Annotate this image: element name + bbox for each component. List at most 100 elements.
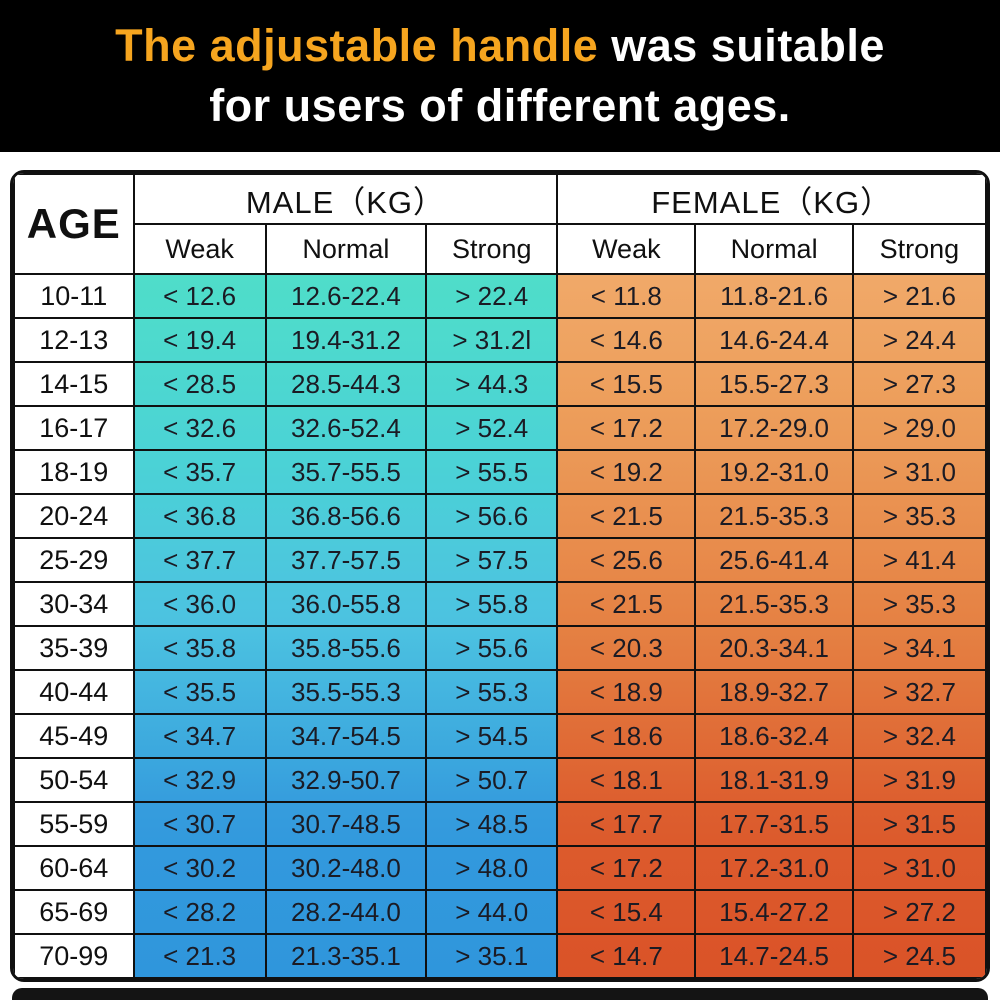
table-row: 50-54 < 32.9 32.9-50.7 > 50.7 < 18.1 18.1-31.… — [13, 757, 987, 803]
female-value-cell: < 18.1 — [556, 757, 697, 803]
male-value-cell: < 34.7 — [132, 713, 267, 759]
male-value-cell: < 32.9 — [132, 757, 267, 803]
female-value-cell: < 14.7 — [556, 933, 697, 979]
table-row: 60-64 < 30.2 30.2-48.0 > 48.0 < 17.2 17.2-31.… — [13, 845, 987, 891]
table-row: 20-24 < 36.8 36.8-56.6 > 56.6 < 21.5 21.5-35.… — [13, 493, 987, 539]
title-banner: The adjustable handle was suitable for u… — [0, 0, 1000, 152]
female-value-cell: > 31.9 — [851, 757, 987, 803]
male-value-cell: < 30.7 — [132, 801, 267, 847]
table-row: 10-11 < 12.6 12.6-22.4 > 22.4 < 11.8 11.8-21.… — [13, 273, 987, 319]
male-value-cell: 35.8-55.6 — [264, 625, 428, 671]
male-value-cell: 28.5-44.3 — [264, 361, 428, 407]
female-value-cell: 18.6-32.4 — [694, 713, 854, 759]
male-value-cell: < 19.4 — [132, 317, 267, 363]
female-value-cell: 17.7-31.5 — [694, 801, 854, 847]
male-value-cell: > 48.5 — [425, 801, 559, 847]
female-value-cell: > 21.6 — [851, 273, 987, 319]
age-cell: 50-54 — [13, 757, 135, 803]
male-value-cell: < 28.2 — [132, 889, 267, 935]
female-normal-header: Normal — [694, 223, 854, 275]
female-value-cell: < 17.7 — [556, 801, 697, 847]
female-value-cell: 21.5-35.3 — [694, 493, 854, 539]
next-section-edge — [12, 988, 988, 1000]
table-row: 45-49 < 34.7 34.7-54.5 > 54.5 < 18.6 18.6-32.… — [13, 713, 987, 759]
table-row: 14-15 < 28.5 28.5-44.3 > 44.3 < 15.5 15.5-27.… — [13, 361, 987, 407]
age-cell: 55-59 — [13, 801, 135, 847]
female-group-header: FEMALE（KG） — [556, 173, 987, 225]
male-value-cell: 12.6-22.4 — [264, 273, 428, 319]
male-value-cell: > 22.4 — [425, 273, 559, 319]
female-value-cell: < 15.4 — [556, 889, 697, 935]
female-value-cell: > 31.5 — [851, 801, 987, 847]
age-cell: 16-17 — [13, 405, 135, 451]
male-value-cell: > 35.1 — [425, 933, 559, 979]
male-value-cell: 30.2-48.0 — [264, 845, 428, 891]
title-rest: was suitable — [598, 19, 885, 71]
male-value-cell: > 55.5 — [425, 449, 559, 495]
female-value-cell: < 15.5 — [556, 361, 697, 407]
female-value-cell: 18.1-31.9 — [694, 757, 854, 803]
male-value-cell: 37.7-57.5 — [264, 537, 428, 583]
male-value-cell: 35.7-55.5 — [264, 449, 428, 495]
male-value-cell: > 54.5 — [425, 713, 559, 759]
male-value-cell: > 44.3 — [425, 361, 559, 407]
female-value-cell: 11.8-21.6 — [694, 273, 854, 319]
table-row: 35-39 < 35.8 35.8-55.6 > 55.6 < 20.3 20.3-34.… — [13, 625, 987, 671]
title-line-2: for users of different ages. — [209, 80, 791, 131]
male-weak-header: Weak — [132, 223, 267, 275]
female-value-cell: > 32.4 — [851, 713, 987, 759]
age-cell: 65-69 — [13, 889, 135, 935]
female-value-cell: 15.5-27.3 — [694, 361, 854, 407]
male-value-cell: 28.2-44.0 — [264, 889, 428, 935]
table-row: 25-29 < 37.7 37.7-57.5 > 57.5 < 25.6 25.6-41.… — [13, 537, 987, 583]
male-value-cell: > 55.3 — [425, 669, 559, 715]
male-value-cell: > 31.2l — [425, 317, 559, 363]
male-value-cell: 21.3-35.1 — [264, 933, 428, 979]
male-value-cell: < 32.6 — [132, 405, 267, 451]
age-cell: 45-49 — [13, 713, 135, 759]
male-value-cell: > 57.5 — [425, 537, 559, 583]
female-weak-header: Weak — [556, 223, 697, 275]
female-value-cell: 15.4-27.2 — [694, 889, 854, 935]
male-group-header: MALE（KG） — [132, 173, 559, 225]
female-value-cell: > 34.1 — [851, 625, 987, 671]
female-value-cell: 19.2-31.0 — [694, 449, 854, 495]
male-value-cell: < 12.6 — [132, 273, 267, 319]
male-value-cell: 36.8-56.6 — [264, 493, 428, 539]
female-value-cell: 14.7-24.5 — [694, 933, 854, 979]
age-cell: 30-34 — [13, 581, 135, 627]
female-value-cell: > 35.3 — [851, 581, 987, 627]
male-value-cell: < 35.7 — [132, 449, 267, 495]
age-cell: 35-39 — [13, 625, 135, 671]
male-value-cell: < 30.2 — [132, 845, 267, 891]
female-value-cell: < 21.5 — [556, 581, 697, 627]
table-row: 65-69 < 28.2 28.2-44.0 > 44.0 < 15.4 15.4-27.… — [13, 889, 987, 935]
strength-table-wrapper: AGE MALE（KG） FEMALE（KG） Weak Normal Stro… — [10, 170, 990, 982]
male-value-cell: > 44.0 — [425, 889, 559, 935]
table-body: 10-11 < 12.6 12.6-22.4 > 22.4 < 11.8 11.8-21.… — [13, 273, 987, 979]
female-value-cell: > 32.7 — [851, 669, 987, 715]
male-value-cell: 36.0-55.8 — [264, 581, 428, 627]
male-value-cell: < 35.8 — [132, 625, 267, 671]
male-value-cell: 30.7-48.5 — [264, 801, 428, 847]
male-value-cell: < 37.7 — [132, 537, 267, 583]
title-highlight: The adjustable handle — [115, 19, 599, 71]
age-cell: 20-24 — [13, 493, 135, 539]
female-value-cell: < 14.6 — [556, 317, 697, 363]
female-value-cell: < 21.5 — [556, 493, 697, 539]
female-value-cell: < 11.8 — [556, 273, 697, 319]
female-value-cell: 14.6-24.4 — [694, 317, 854, 363]
table-row: 30-34 < 36.0 36.0-55.8 > 55.8 < 21.5 21.5-35.… — [13, 581, 987, 627]
female-value-cell: > 41.4 — [851, 537, 987, 583]
female-value-cell: < 19.2 — [556, 449, 697, 495]
age-cell: 10-11 — [13, 273, 135, 319]
table-row: 16-17 < 32.6 32.6-52.4 > 52.4 < 17.2 17.2-29.… — [13, 405, 987, 451]
male-value-cell: < 36.8 — [132, 493, 267, 539]
female-value-cell: 17.2-31.0 — [694, 845, 854, 891]
female-value-cell: > 31.0 — [851, 845, 987, 891]
male-value-cell: > 55.6 — [425, 625, 559, 671]
grip-strength-table: AGE MALE（KG） FEMALE（KG） Weak Normal Stro… — [13, 173, 987, 979]
male-value-cell: < 35.5 — [132, 669, 267, 715]
male-value-cell: > 52.4 — [425, 405, 559, 451]
